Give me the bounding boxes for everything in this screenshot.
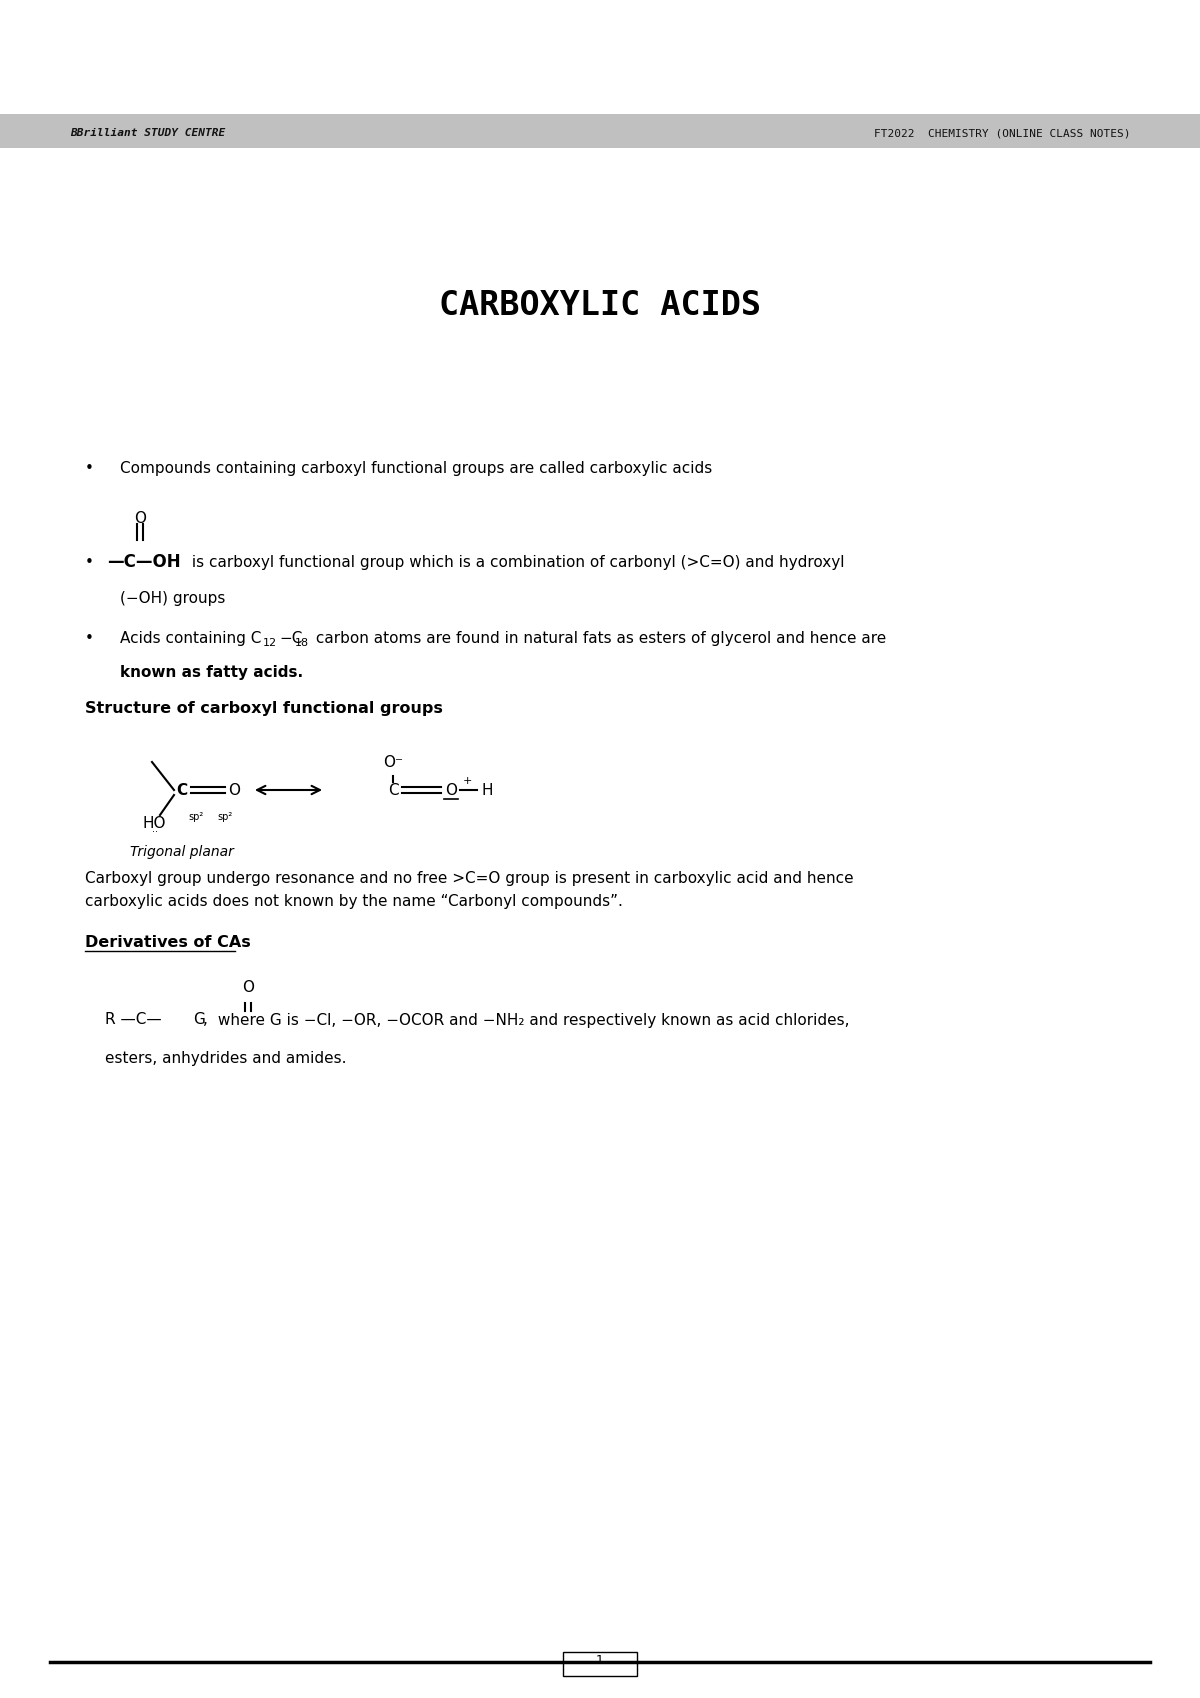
Text: carboxylic acids does not known by the name “Carbonyl compounds”.: carboxylic acids does not known by the n… xyxy=(85,893,623,908)
Text: Derivatives of CAs: Derivatives of CAs xyxy=(85,934,251,949)
Text: 18: 18 xyxy=(295,638,310,649)
Text: FT2022  CHEMISTRY (ONLINE CLASS NOTES): FT2022 CHEMISTRY (ONLINE CLASS NOTES) xyxy=(874,127,1130,138)
Text: G: G xyxy=(193,1012,205,1027)
Text: where G is −Cl, −OR, −OCOR and −NH₂ and respectively known as acid chlorides,: where G is −Cl, −OR, −OCOR and −NH₂ and … xyxy=(214,1012,850,1027)
Text: —C—OH: —C—OH xyxy=(107,554,181,571)
Text: known as fatty acids.: known as fatty acids. xyxy=(120,664,304,679)
FancyBboxPatch shape xyxy=(563,1652,637,1676)
Text: Acids containing C: Acids containing C xyxy=(120,630,262,645)
Text: •: • xyxy=(85,630,94,645)
Text: 12: 12 xyxy=(263,638,277,649)
Text: esters, anhydrides and amides.: esters, anhydrides and amides. xyxy=(106,1051,347,1066)
Text: (−OH) groups: (−OH) groups xyxy=(120,591,226,606)
Text: O⁻: O⁻ xyxy=(383,754,403,769)
Text: •: • xyxy=(85,555,94,569)
Bar xyxy=(0,114,1200,148)
Text: O: O xyxy=(242,980,254,995)
Text: is carboxyl functional group which is a combination of carbonyl (>C=O) and hydro: is carboxyl functional group which is a … xyxy=(187,555,845,569)
Text: HO: HO xyxy=(143,815,166,830)
Text: ··: ·· xyxy=(152,827,158,837)
Text: C: C xyxy=(176,783,187,798)
Text: Structure of carboxyl functional groups: Structure of carboxyl functional groups xyxy=(85,701,443,715)
Text: O: O xyxy=(134,511,146,525)
Text: carbon atoms are found in natural fats as esters of glycerol and hence are: carbon atoms are found in natural fats a… xyxy=(311,630,887,645)
Text: BBrilliant STUDY CENTRE: BBrilliant STUDY CENTRE xyxy=(70,127,226,138)
Text: Compounds containing carboxyl functional groups are called carboxylic acids: Compounds containing carboxyl functional… xyxy=(120,460,713,475)
Text: O: O xyxy=(445,783,457,798)
Text: Carboxyl group undergo resonance and no free >C=O group is present in carboxylic: Carboxyl group undergo resonance and no … xyxy=(85,871,853,885)
Text: 1: 1 xyxy=(596,1654,604,1667)
Text: R —C—: R —C— xyxy=(106,1012,162,1027)
Text: −C: −C xyxy=(278,630,302,645)
Text: C: C xyxy=(388,783,398,798)
Text: O: O xyxy=(228,783,240,798)
Text: Trigonal planar: Trigonal planar xyxy=(130,846,234,859)
Text: sp²: sp² xyxy=(217,812,233,822)
Text: H: H xyxy=(481,783,493,798)
Text: CARBOXYLIC ACIDS: CARBOXYLIC ACIDS xyxy=(439,289,761,321)
Text: sp²: sp² xyxy=(188,812,203,822)
Text: •: • xyxy=(85,460,94,475)
Text: +: + xyxy=(462,776,472,786)
Text: ,: , xyxy=(203,1012,208,1027)
